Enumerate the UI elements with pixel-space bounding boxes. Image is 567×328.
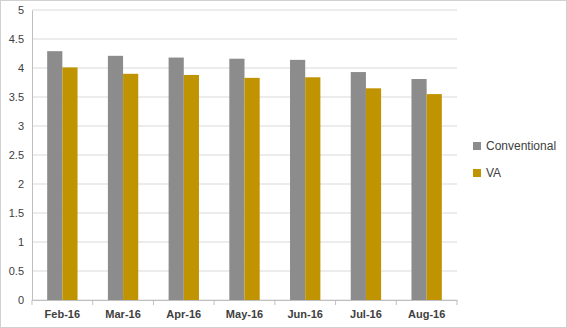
y-tick-label: 4.5: [9, 33, 24, 45]
category-separator: [396, 300, 397, 305]
grid: [32, 10, 457, 300]
grid-line: [32, 10, 457, 11]
bars: [47, 51, 442, 300]
x-tick: Feb-16: [45, 300, 80, 320]
y-tick: 0.5: [9, 265, 32, 277]
x-axis: Feb-16 Mar-16 Apr-16 May-16 Jun-16 Jul-16 Aug-…: [33, 300, 458, 320]
y-tick: 1.5: [9, 207, 32, 219]
y-tick-label: 3.5: [9, 91, 24, 103]
bar: [184, 75, 199, 300]
y-axis: 0 0.5 1 1.5 2 2.5 3 3.5 4 4.5 5: [9, 4, 33, 306]
category-separator: [335, 300, 336, 305]
x-tick-label: Feb-16: [45, 308, 80, 320]
series: [62, 67, 441, 300]
bar: [427, 94, 442, 300]
y-tick-label: 3: [18, 120, 24, 132]
y-tick: 1: [18, 236, 32, 248]
bar: [169, 58, 184, 300]
legend: Conventional VA: [473, 139, 556, 180]
y-tick: 3: [18, 120, 32, 132]
bar: [351, 72, 366, 300]
legend-item: VA: [473, 166, 501, 180]
y-tick-label: 0.5: [9, 265, 24, 277]
y-tick-label: 2: [18, 178, 24, 190]
y-tick: 4.5: [9, 33, 32, 45]
bar: [305, 77, 320, 300]
x-tick: Aug-16: [408, 300, 445, 320]
bar: [62, 67, 77, 300]
bar: [123, 74, 138, 300]
y-tick: 3.5: [9, 91, 32, 103]
x-tick-label: Jun-16: [287, 308, 322, 320]
x-tick: Jun-16: [287, 300, 322, 320]
bar: [229, 59, 244, 300]
y-tick-label: 5: [18, 4, 24, 16]
legend-label: Conventional: [486, 139, 556, 153]
x-axis-line: [33, 300, 458, 301]
bar: [290, 60, 305, 300]
legend-label: VA: [486, 166, 501, 180]
x-tick: Jul-16: [350, 300, 382, 320]
x-tick: Apr-16: [166, 300, 201, 320]
category-separator: [457, 300, 458, 305]
x-tick-label: May-16: [226, 308, 263, 320]
chart-border: [1, 1, 567, 328]
bar: [245, 78, 260, 300]
y-tick-label: 1: [18, 236, 24, 248]
plot: 0 0.5 1 1.5 2 2.5 3 3.5 4 4.5 5 Feb-16 Mar-16 Apr-16 M…: [9, 4, 458, 320]
category-separator: [32, 300, 33, 305]
y-tick: 4: [18, 62, 32, 74]
x-tick-label: Aug-16: [408, 308, 445, 320]
series: [47, 51, 426, 300]
chart: 0 0.5 1 1.5 2 2.5 3 3.5 4 4.5 5 Feb-16 Mar-16 Apr-16 M…: [0, 0, 567, 328]
y-tick-label: 2.5: [9, 149, 24, 161]
y-axis-line: [32, 11, 33, 301]
y-tick: 2: [18, 178, 32, 190]
y-tick-label: 0: [18, 294, 24, 306]
y-tick: 0: [18, 294, 32, 306]
category-separator: [153, 300, 154, 305]
y-tick: 2.5: [9, 149, 32, 161]
x-tick-label: Mar-16: [105, 308, 140, 320]
category-separator: [214, 300, 215, 305]
bar: [108, 56, 123, 300]
y-tick-label: 1.5: [9, 207, 24, 219]
legend-swatch: [473, 169, 481, 177]
y-tick: 5: [18, 4, 32, 16]
grid-line: [32, 39, 457, 40]
y-tick-label: 4: [18, 62, 24, 74]
category-separator: [92, 300, 93, 305]
category-separators: [32, 300, 457, 305]
bar: [366, 88, 381, 300]
legend-item: Conventional: [473, 139, 556, 153]
x-tick-label: Apr-16: [166, 308, 201, 320]
x-tick: Mar-16: [105, 300, 140, 320]
bar: [47, 51, 62, 300]
bar: [411, 79, 426, 300]
x-tick: May-16: [226, 300, 263, 320]
legend-swatch: [473, 142, 481, 150]
category-separator: [274, 300, 275, 305]
x-tick-label: Jul-16: [350, 308, 382, 320]
